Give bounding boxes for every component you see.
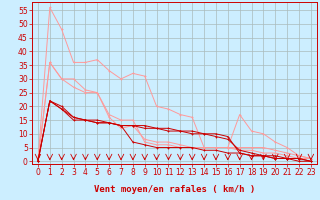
X-axis label: Vent moyen/en rafales ( km/h ): Vent moyen/en rafales ( km/h ) (94, 186, 255, 194)
